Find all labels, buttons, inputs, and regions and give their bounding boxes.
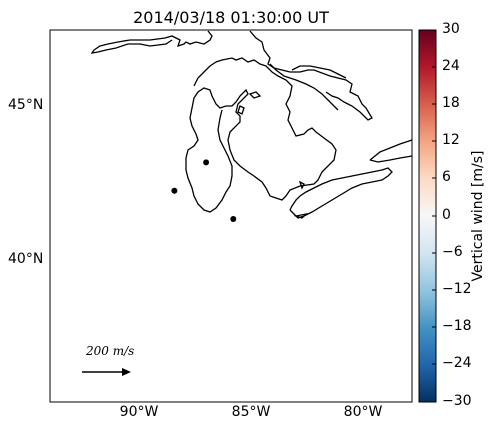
colorbar-tick-label: 30 xyxy=(442,21,460,37)
lake-erie-shore xyxy=(289,167,393,219)
map-frame xyxy=(49,29,413,403)
lat-label-45: 45°N xyxy=(8,97,44,113)
colorbar-tick-label: −30 xyxy=(442,393,472,409)
colorbar-label: Vertical wind [m/s] xyxy=(470,150,486,282)
coastlines xyxy=(90,30,413,219)
colorbar-tick-label: 6 xyxy=(442,169,451,185)
colorbar-tick-label: −12 xyxy=(442,281,472,297)
lon-label-80: 80°W xyxy=(343,404,383,420)
lake-huron-shore xyxy=(269,63,347,111)
colorbar-tick-label: −6 xyxy=(442,244,463,260)
station-marker xyxy=(203,159,210,166)
lon-label-90: 90°W xyxy=(119,404,159,420)
lat-label-40: 40°N xyxy=(8,251,44,267)
colorbar-ticks xyxy=(432,29,436,403)
colorbar-tick-label: 18 xyxy=(442,95,460,111)
lon-label-85: 85°W xyxy=(231,404,271,420)
lake-ontario-shore xyxy=(369,139,413,163)
colorbar-tick-label: 0 xyxy=(442,207,451,223)
island-shapes xyxy=(237,91,308,219)
colorbar-tick-label: −18 xyxy=(442,318,472,334)
stations xyxy=(171,159,237,222)
colorbar-tick-label: 24 xyxy=(442,58,460,74)
station-marker xyxy=(230,216,237,222)
lake-superior-shore xyxy=(90,30,373,121)
scale-arrow xyxy=(82,368,131,376)
station-marker xyxy=(171,187,178,194)
colorbar-tick-label: 12 xyxy=(442,132,460,148)
lake-michigan-shore xyxy=(185,57,337,213)
scale-arrow-label: 200 m/s xyxy=(86,344,135,358)
colorbar-tick-label: −24 xyxy=(442,355,472,371)
map-title: 2014/03/18 01:30:00 UT xyxy=(133,8,329,27)
